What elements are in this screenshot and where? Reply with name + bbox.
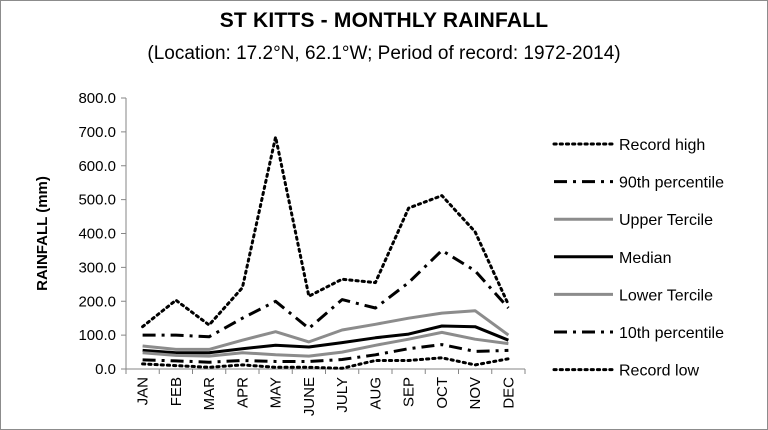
y-tick-label: 0.0 bbox=[95, 361, 116, 378]
x-tick-label: JAN bbox=[135, 377, 152, 405]
y-tick-label: 500.0 bbox=[78, 192, 116, 209]
y-tick-label: 400.0 bbox=[78, 226, 116, 243]
series-line-2 bbox=[142, 309, 510, 351]
series-line-4 bbox=[142, 330, 509, 358]
legend-label-6: Record low bbox=[619, 363, 699, 380]
legend-label-5: 10th percentile bbox=[619, 325, 724, 342]
y-tick-label: 300.0 bbox=[78, 259, 116, 276]
x-tick-label: JUNE bbox=[301, 377, 318, 416]
legend-label-1: 90th percentile bbox=[619, 175, 724, 192]
series-line-3 bbox=[142, 324, 509, 355]
legend-label-3: Median bbox=[619, 250, 671, 267]
x-tick-label: MAR bbox=[201, 377, 218, 411]
series-line-1 bbox=[142, 248, 510, 339]
y-axis-title: RAINFALL (mm) bbox=[34, 176, 51, 291]
x-tick-label: JULY bbox=[334, 377, 351, 413]
legend-label-2: Upper Tercile bbox=[619, 212, 713, 229]
legend-label-4: Lower Tercile bbox=[619, 287, 713, 304]
x-tick-label: SEP bbox=[401, 377, 418, 407]
y-tick-label: 100.0 bbox=[78, 327, 116, 344]
y-tick-label: 200.0 bbox=[78, 293, 116, 310]
x-tick-label: NOV bbox=[467, 377, 484, 410]
series-line-5 bbox=[142, 343, 509, 364]
y-tick-label: 700.0 bbox=[78, 124, 116, 141]
x-tick-label: DEC bbox=[500, 377, 517, 409]
x-tick-label: FEB bbox=[168, 377, 185, 406]
x-tick-label: OCT bbox=[434, 377, 451, 409]
chart-subtitle: (Location: 17.2°N, 62.1°W; Period of rec… bbox=[147, 43, 621, 64]
x-tick-label: MAY bbox=[268, 377, 285, 408]
series-line-0 bbox=[141, 135, 510, 329]
series-line-6 bbox=[141, 356, 510, 370]
chart-title: ST KITTS - MONTHLY RAINFALL bbox=[219, 9, 549, 32]
y-tick-label: 800.0 bbox=[78, 90, 116, 107]
legend-label-0: Record high bbox=[619, 137, 705, 154]
y-tick-label: 600.0 bbox=[78, 158, 116, 175]
x-tick-label: APR bbox=[234, 377, 251, 408]
x-tick-label: AUG bbox=[367, 377, 384, 410]
